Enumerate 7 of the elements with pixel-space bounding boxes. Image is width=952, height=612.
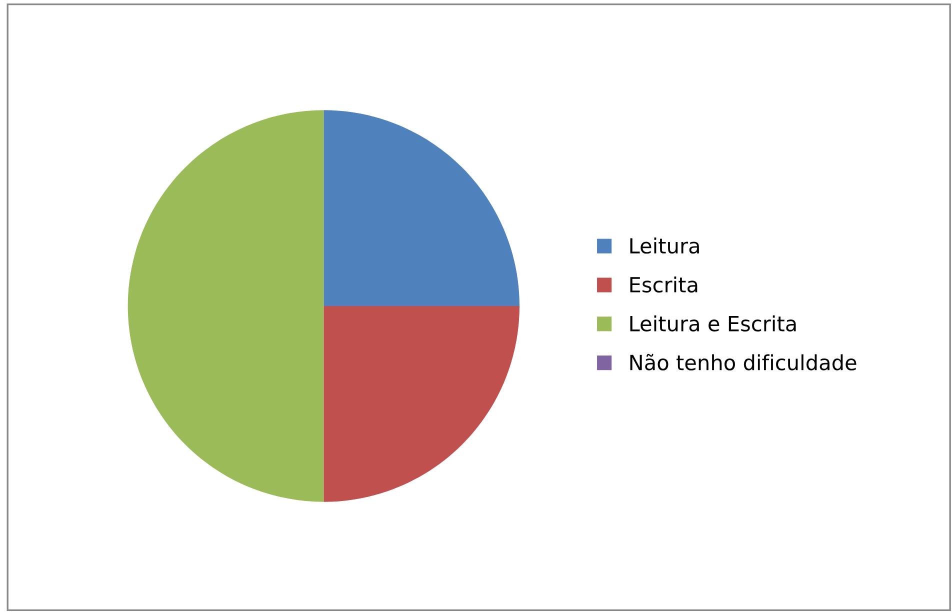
legend-label: Escrita <box>630 276 698 293</box>
legend-label: Não tenho dificuldade <box>630 354 856 370</box>
pie-slice <box>128 110 324 502</box>
pie-slice <box>324 306 520 502</box>
pie-slice <box>324 110 520 306</box>
legend-label: Leitura e Escrita <box>630 315 796 332</box>
legend-label: Leitura <box>630 238 699 254</box>
